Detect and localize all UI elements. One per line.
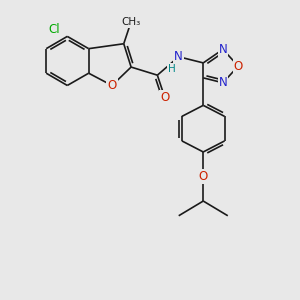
Text: H: H [168, 64, 176, 74]
Text: N: N [218, 43, 227, 56]
Text: N: N [174, 50, 183, 63]
Text: O: O [107, 79, 117, 92]
Text: O: O [199, 170, 208, 183]
Text: O: O [160, 91, 169, 104]
Text: Cl: Cl [48, 23, 60, 36]
Text: N: N [218, 76, 227, 89]
Text: CH₃: CH₃ [122, 17, 141, 27]
Text: O: O [234, 60, 243, 73]
